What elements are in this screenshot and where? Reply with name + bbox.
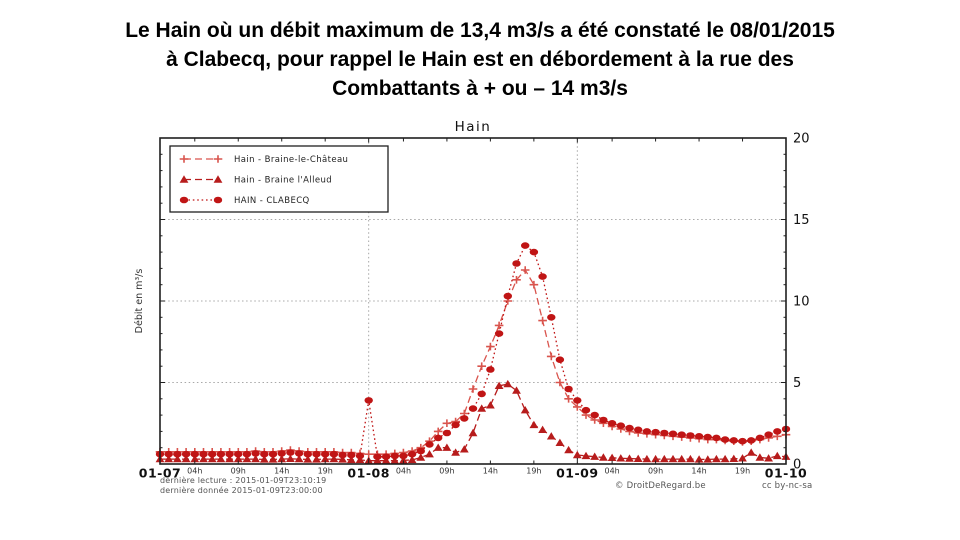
plus-icon <box>213 155 223 163</box>
x-hour-label: 04h <box>396 467 411 476</box>
legend-entry: Hain - Braine-le-Château <box>179 155 348 165</box>
x-hour-label: 04h <box>187 467 202 476</box>
x-day-label: 01-09 <box>556 466 598 481</box>
y-tick-label: 5 <box>793 376 801 391</box>
series-hain-braine-l-alleud <box>155 379 791 464</box>
circle-icon <box>179 196 189 204</box>
x-day-label: 01-07 <box>139 466 181 481</box>
x-hour-label: 14h <box>274 467 289 476</box>
legend-label: Hain - Braine-le-Château <box>234 155 348 165</box>
x-hour-label: 19h <box>735 467 750 476</box>
last-data-text: dernière donnée 2015-01-09T23:00:00 <box>160 485 323 495</box>
legend-entry: HAIN - CLABECQ <box>179 196 310 206</box>
plus-icon <box>179 155 189 163</box>
license-text: cc by-nc-sa <box>762 481 813 491</box>
x-hour-label: 09h <box>648 467 663 476</box>
triangle-icon <box>213 175 223 183</box>
x-day-label: 01-08 <box>347 466 389 481</box>
series-line-hain-braine-l-alleud <box>160 383 787 462</box>
legend-entry: Hain - Braine l'Alleud <box>179 175 332 186</box>
chart-footer-status: dernière lecture : 2015-01-09T23:10:19 d… <box>160 476 326 495</box>
chart-figure: 0 5 10 15 20 04h 09h 14h 19h 04h 09h 14h 19h 04h 09h 14… <box>120 112 850 514</box>
x-hour-label: 14h <box>691 467 706 476</box>
x-hour-label: 09h <box>439 467 454 476</box>
last-read-text: dernière lecture : 2015-01-09T23:10:19 <box>160 476 327 485</box>
circle-icon <box>213 196 223 204</box>
x-hour-label: 19h <box>526 467 541 476</box>
x-hour-label: 19h <box>318 467 333 476</box>
y-tick-label: 0 <box>793 458 801 473</box>
y-tick-label: 15 <box>793 213 810 228</box>
copyright-text: © DroitDeRegard.be <box>615 481 706 491</box>
y-axis: 0 5 10 15 20 <box>160 132 810 473</box>
x-day-label: 01-10 <box>765 466 807 481</box>
slide-title-line-1: Le Hain où un débit maximum de 13,4 m3/s… <box>125 19 835 42</box>
x-hour-label: 04h <box>604 467 619 476</box>
series-hain-clabecq <box>155 242 791 461</box>
circle-markers-hain-clabecq <box>155 242 791 461</box>
y-axis-title: Débit en m³/s <box>134 269 145 334</box>
y-tick-label: 20 <box>793 132 810 147</box>
series-line-hain-clabecq <box>160 244 787 458</box>
series-line-hain-braine-le-ch-teau <box>160 268 787 455</box>
chart-svg: 0 5 10 15 20 04h 09h 14h 19h 04h 09h 14h 19h 04h 09h 14… <box>134 119 810 481</box>
legend-label: HAIN - CLABECQ <box>234 196 310 206</box>
x-axis: 04h 09h 14h 19h 04h 09h 14h 19h 04h 09h 14h 19h 01-0… <box>139 138 807 481</box>
legend: Hain - Braine-le-Château Hain - Braine l'… <box>169 145 389 213</box>
chart-title: Hain <box>455 119 492 135</box>
legend-label: Hain - Braine l'Alleud <box>234 176 332 186</box>
slide-title: Le Hain où un débit maximum de 13,4 m3/s… <box>40 16 920 103</box>
x-hour-label: 09h <box>231 467 246 476</box>
slide-title-line-3: Combattants à + ou – 14 m3/s <box>332 77 628 100</box>
triangle-icon <box>179 175 189 183</box>
x-hour-label: 14h <box>483 467 498 476</box>
y-tick-label: 10 <box>793 295 810 310</box>
slide-title-line-2: à Clabecq, pour rappel le Hain est en dé… <box>166 48 794 71</box>
